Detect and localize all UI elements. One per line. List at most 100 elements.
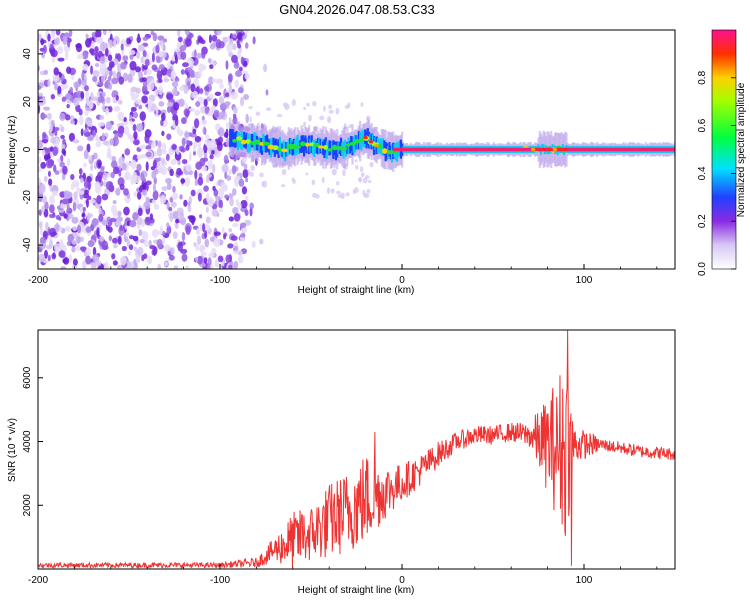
- noise-speckle: [94, 63, 100, 68]
- noise-speckle: [99, 61, 107, 72]
- noise-speckle: [155, 106, 159, 117]
- noise-speckle: [336, 190, 341, 195]
- noise-speckle: [239, 96, 245, 107]
- noise-speckle: [196, 52, 202, 59]
- noise-speckle: [128, 115, 133, 120]
- signal-band: [561, 144, 564, 151]
- noise-speckle: [49, 204, 55, 214]
- signal-core: [349, 141, 357, 146]
- noise-speckle: [175, 146, 180, 155]
- noise-speckle: [367, 179, 372, 184]
- noise-speckle: [215, 196, 221, 201]
- snr-y-tick-label: 2000: [22, 494, 33, 517]
- noise-speckle: [104, 47, 109, 57]
- noise-speckle: [141, 189, 147, 196]
- noise-speckle: [160, 119, 164, 127]
- noise-speckle: [136, 154, 143, 160]
- noise-speckle: [105, 261, 109, 269]
- spectrogram-y-tick-label: -40: [22, 237, 33, 252]
- spectrogram-content: [38, 30, 675, 269]
- signal-core: [386, 149, 392, 155]
- noise-speckle: [78, 78, 82, 85]
- noise-speckle: [261, 181, 265, 187]
- noise-speckle: [231, 165, 237, 175]
- signal-band: [243, 131, 246, 148]
- noise-speckle: [208, 34, 212, 44]
- noise-speckle: [99, 56, 106, 64]
- noise-speckle: [76, 53, 84, 60]
- signal-band: [239, 134, 242, 149]
- noise-speckle: [228, 51, 234, 57]
- noise-speckle: [166, 93, 174, 100]
- noise-speckle: [213, 109, 220, 118]
- noise-speckle: [90, 65, 94, 75]
- noise-speckle: [245, 113, 249, 124]
- noise-speckle: [206, 263, 211, 269]
- noise-speckle: [47, 78, 51, 88]
- noise-speckle: [49, 124, 53, 133]
- noise-speckle: [138, 229, 143, 236]
- noise-speckle: [241, 186, 248, 195]
- noise-speckle: [213, 238, 221, 248]
- noise-speckle: [68, 132, 76, 142]
- noise-speckle: [335, 107, 340, 115]
- noise-speckle: [142, 50, 147, 58]
- noise-speckle: [161, 130, 165, 137]
- noise-speckle: [150, 30, 155, 36]
- noise-speckle: [119, 224, 124, 231]
- signal-core: [377, 143, 383, 150]
- noise-speckle: [243, 94, 250, 100]
- noise-speckle: [40, 161, 47, 169]
- noise-speckle: [233, 260, 239, 269]
- noise-speckle: [185, 144, 190, 151]
- noise-speckle: [98, 161, 102, 168]
- noise-speckle: [145, 145, 152, 150]
- noise-speckle: [145, 161, 149, 172]
- noise-speckle: [212, 164, 216, 174]
- noise-speckle: [292, 178, 296, 184]
- noise-speckle: [207, 159, 213, 170]
- snr-y-tick-label: 6000: [22, 366, 33, 389]
- signal-band: [331, 142, 334, 155]
- noise-speckle: [224, 92, 230, 98]
- noise-speckle: [123, 125, 130, 136]
- noise-speckle: [180, 69, 186, 75]
- noise-speckle: [224, 194, 229, 200]
- noise-speckle: [88, 99, 94, 110]
- noise-speckle: [92, 130, 97, 137]
- signal-peak: [536, 147, 541, 152]
- noise-speckle: [359, 166, 364, 173]
- noise-speckle: [171, 54, 175, 62]
- noise-speckle: [207, 58, 212, 64]
- noise-speckle: [245, 177, 249, 183]
- noise-speckle: [71, 246, 76, 253]
- noise-speckle: [53, 164, 57, 173]
- noise-speckle: [234, 245, 239, 252]
- noise-speckle: [244, 30, 250, 34]
- noise-speckle: [303, 121, 307, 129]
- noise-speckle: [209, 139, 217, 149]
- spectrogram-y-tick-label: -20: [22, 190, 33, 205]
- noise-speckle: [192, 128, 197, 134]
- noise-speckle: [128, 49, 136, 55]
- noise-speckle: [240, 56, 245, 65]
- noise-speckle: [151, 141, 157, 149]
- noise-speckle: [94, 181, 101, 190]
- noise-speckle: [133, 246, 137, 252]
- spectrogram-y-label: Frequency (Hz): [7, 116, 18, 185]
- noise-speckle: [76, 236, 81, 244]
- noise-speckle: [49, 195, 55, 205]
- noise-speckle: [196, 255, 203, 265]
- noise-speckle: [60, 134, 65, 140]
- noise-speckle: [216, 30, 222, 36]
- noise-speckle: [276, 114, 283, 118]
- noise-speckle: [44, 154, 49, 162]
- noise-speckle: [158, 101, 165, 107]
- noise-speckle: [195, 243, 199, 252]
- colorbar-ticks: 0.0 0.2 0.4 0.6 0.8: [697, 70, 736, 276]
- noise-speckle: [362, 177, 368, 184]
- noise-speckle: [72, 258, 78, 266]
- noise-speckle: [225, 254, 231, 263]
- noise-speckle: [129, 60, 137, 71]
- noise-speckle: [194, 178, 199, 187]
